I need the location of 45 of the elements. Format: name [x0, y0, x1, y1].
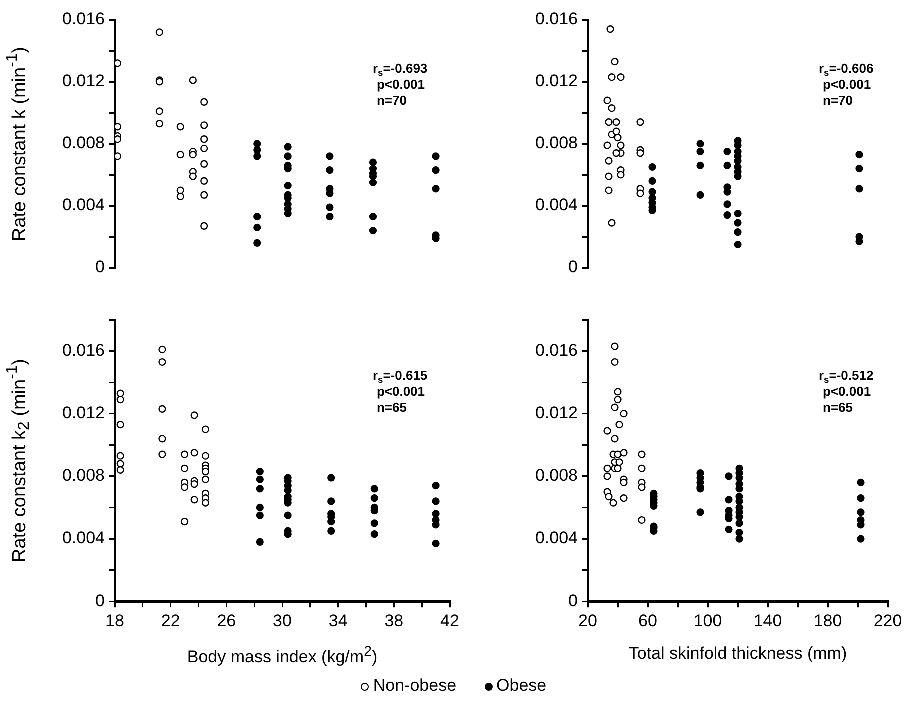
- annotation: p<0.001: [376, 384, 426, 399]
- y-tick-label: 0.016: [535, 340, 578, 360]
- annotation: p<0.001: [376, 77, 426, 92]
- annotation: p<0.001: [823, 384, 872, 399]
- x-axis-title: Total skinfold thickness (mm): [628, 644, 848, 664]
- y-tick-label: 0.012: [62, 404, 105, 423]
- x-tick-label: 34: [328, 611, 348, 630]
- y-tick-label: 0: [568, 258, 578, 277]
- y-tick-label: 0.004: [62, 196, 105, 215]
- y-tick-label: 0.008: [62, 466, 105, 486]
- x-tick-label: 140: [754, 611, 782, 630]
- x-tick-label: 30: [273, 611, 292, 630]
- y-tick-label: 0.016: [535, 10, 578, 29]
- legend-label: Non-obese: [373, 676, 457, 695]
- x-tick-label: 22: [161, 611, 180, 630]
- legend-label: Obese: [496, 676, 547, 695]
- y-tick-label: 0: [568, 591, 578, 610]
- annotation: n=65: [376, 400, 407, 415]
- annotation: n=65: [823, 400, 853, 415]
- x-tick-label: 60: [638, 611, 658, 630]
- y-tick-label: 0.016: [62, 340, 105, 360]
- x-tick-label: 26: [217, 611, 236, 630]
- annotation: n=70: [823, 93, 853, 108]
- y-tick-label: 0: [96, 591, 105, 610]
- annotation: p<0.001: [823, 77, 872, 92]
- y-tick-label: 0.004: [62, 528, 105, 548]
- annotation: n=70: [376, 93, 407, 108]
- y-tick-label: 0.012: [62, 72, 105, 91]
- y-tick-label: 0.016: [62, 10, 105, 29]
- y-tick-label: 0.004: [535, 196, 578, 215]
- y-tick-label: 0.012: [535, 404, 578, 423]
- y-tick-label: 0.012: [535, 72, 578, 91]
- y-tick-label: 0.008: [535, 466, 578, 486]
- x-tick-label: 180: [814, 611, 842, 630]
- x-tick-label: 100: [694, 611, 722, 630]
- y-tick-label: 0.008: [62, 134, 105, 153]
- x-tick-label: 220: [874, 611, 902, 630]
- y-tick-label: 0.004: [535, 528, 578, 548]
- y-tick-label: 0.008: [535, 134, 578, 153]
- y-tick-label: 0: [96, 258, 105, 277]
- x-axis-title: Body mass index (kg/m$^{2}$): [186, 644, 379, 668]
- x-tick-label: 20: [578, 611, 598, 630]
- x-tick-label: 42: [440, 611, 460, 630]
- x-tick-label: 18: [106, 611, 124, 630]
- x-tick-label: 38: [384, 611, 404, 630]
